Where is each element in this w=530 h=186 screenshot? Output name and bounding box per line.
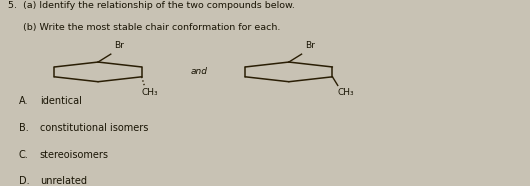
- Text: constitutional isomers: constitutional isomers: [40, 123, 148, 133]
- Text: CH₃: CH₃: [142, 88, 158, 97]
- Text: Br: Br: [305, 41, 315, 50]
- Text: unrelated: unrelated: [40, 176, 87, 186]
- Text: (b) Write the most stable chair conformation for each.: (b) Write the most stable chair conforma…: [8, 23, 280, 32]
- Text: identical: identical: [40, 96, 82, 106]
- Text: C.: C.: [19, 150, 28, 160]
- Text: D.: D.: [19, 176, 29, 186]
- Text: 5.  (a) Identify the relationship of the two compounds below.: 5. (a) Identify the relationship of the …: [8, 1, 295, 10]
- Text: Br: Br: [114, 41, 124, 50]
- Text: CH₃: CH₃: [338, 88, 355, 97]
- Text: A.: A.: [19, 96, 28, 106]
- Text: stereoisomers: stereoisomers: [40, 150, 109, 160]
- Text: and: and: [190, 67, 207, 76]
- Text: B.: B.: [19, 123, 28, 133]
